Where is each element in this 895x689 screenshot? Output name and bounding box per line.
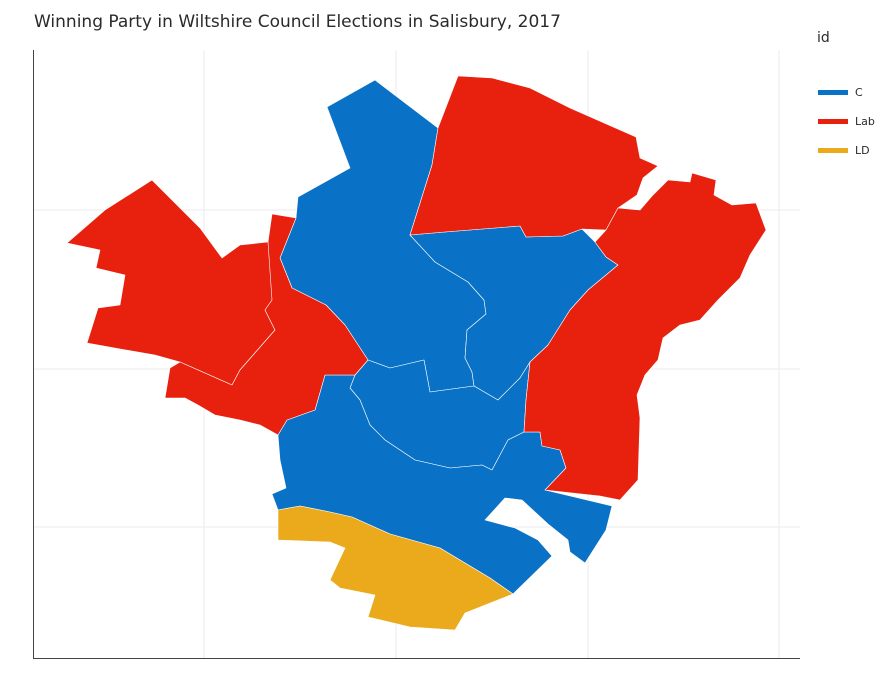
regions [66,75,767,631]
region-lab [164,213,369,436]
legend-swatch [818,147,848,153]
legend-swatch [818,89,848,95]
chart-title: Winning Party in Wiltshire Council Elect… [34,12,561,32]
legend-swatch [818,118,848,124]
legend-label: Lab [855,114,875,128]
legend-item[interactable]: LD [818,142,870,158]
region-lab [409,75,659,238]
legend-label: LD [855,143,870,157]
legend-item[interactable]: C [818,84,863,100]
legend-label: C [855,85,863,99]
region-lab [523,172,767,501]
legend-title: id [817,30,830,46]
region-ld [277,505,514,631]
legend-item[interactable]: Lab [818,113,875,129]
axes [33,50,800,659]
